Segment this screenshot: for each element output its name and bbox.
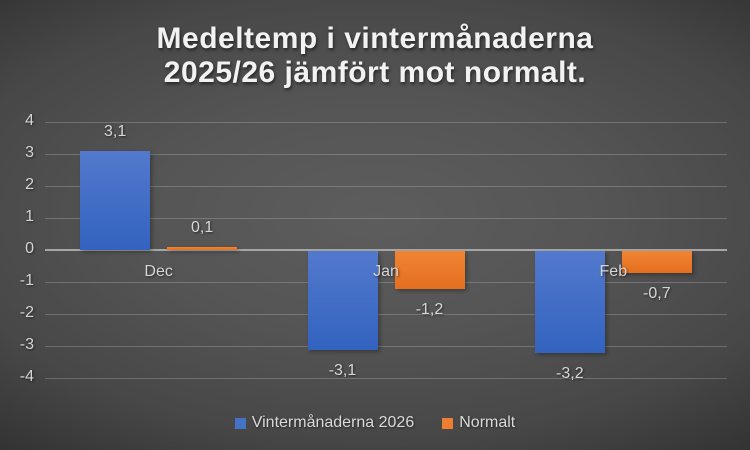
legend: Vintermånaderna 2026 Normalt	[0, 414, 750, 432]
y-axis-tick-label: -4	[19, 368, 34, 385]
data-label: 3,1	[104, 122, 127, 140]
chart-title-line2: 2025/26 jämfört mot normalt.	[163, 56, 587, 89]
chart-title-line1: Medeltemp i vintermånaderna	[156, 22, 594, 55]
y-axis-tick-label: -2	[19, 304, 34, 321]
x-axis-category-label: Feb	[599, 263, 628, 280]
data-label: 0,1	[191, 218, 214, 236]
y-axis-tick-label: 4	[25, 112, 34, 129]
bar-feb-series1	[534, 251, 605, 354]
gridline-y1	[45, 218, 727, 219]
gridline-y-4	[45, 378, 727, 379]
gridline-y-3	[45, 346, 727, 347]
zero-axis-line	[45, 249, 727, 251]
data-label: -3,2	[556, 365, 584, 383]
bar-feb-series2	[621, 251, 692, 274]
legend-swatch-icon	[234, 417, 246, 429]
bar-jan-series1	[307, 251, 378, 351]
gridline-y-2	[45, 314, 727, 315]
data-label: -1,2	[415, 301, 444, 319]
legend-item-label: Vintermånaderna 2026	[251, 414, 415, 431]
chart-title: Medeltemp i vintermånaderna 2025/26 jämf…	[0, 22, 750, 90]
x-axis-category-label: Jan	[373, 263, 399, 280]
bar-dec-series1	[80, 150, 151, 250]
gridline-y4	[45, 122, 727, 123]
y-axis-tick-label: -3	[19, 336, 34, 353]
y-axis-tick-label: 3	[25, 144, 34, 161]
gridline-y2	[45, 186, 727, 187]
x-axis-category-label: Dec	[144, 263, 173, 280]
y-axis-tick-label: -1	[19, 272, 34, 289]
legend-item-1: Vintermånaderna 2026	[234, 414, 415, 432]
gridline-y3	[45, 154, 727, 155]
legend-item-label: Normalt	[459, 414, 516, 431]
bar-jan-series2	[394, 251, 465, 290]
data-label: -0,7	[643, 285, 671, 303]
legend-item-2: Normalt	[442, 414, 515, 432]
bar-dec-series2	[167, 246, 238, 250]
y-axis-tick-label: 1	[25, 208, 34, 225]
data-label: -3,1	[328, 362, 357, 380]
legend-swatch-icon	[442, 417, 454, 429]
y-axis-tick-label: 2	[25, 176, 34, 193]
y-axis-tick-label: 0	[25, 240, 34, 257]
gridline-y-1	[45, 282, 727, 283]
